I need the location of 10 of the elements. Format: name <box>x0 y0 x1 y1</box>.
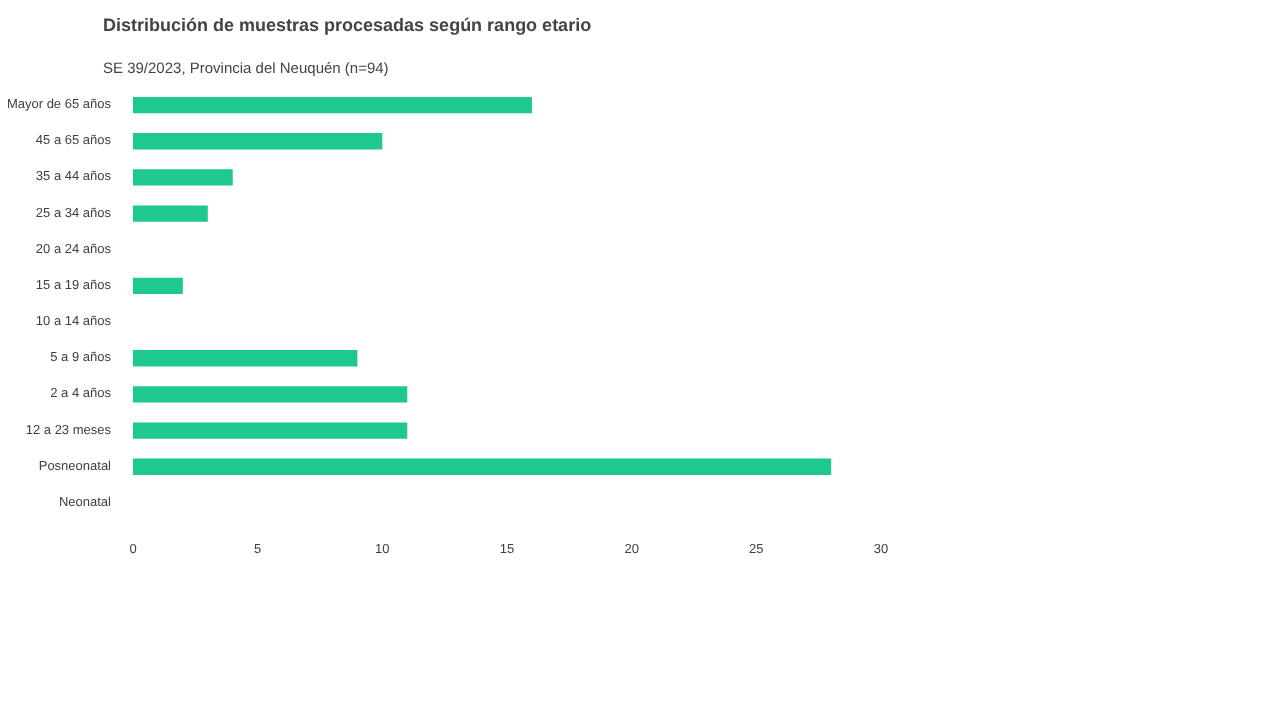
bar <box>133 133 383 150</box>
bar <box>133 169 233 186</box>
chart-title: Distribución de muestras procesadas según rango etario <box>103 15 593 35</box>
bar <box>133 96 532 114</box>
bar <box>133 277 183 295</box>
bar <box>133 386 408 403</box>
bar <box>133 422 408 439</box>
bar <box>133 350 358 367</box>
bar <box>133 458 832 475</box>
bar <box>133 205 208 222</box>
